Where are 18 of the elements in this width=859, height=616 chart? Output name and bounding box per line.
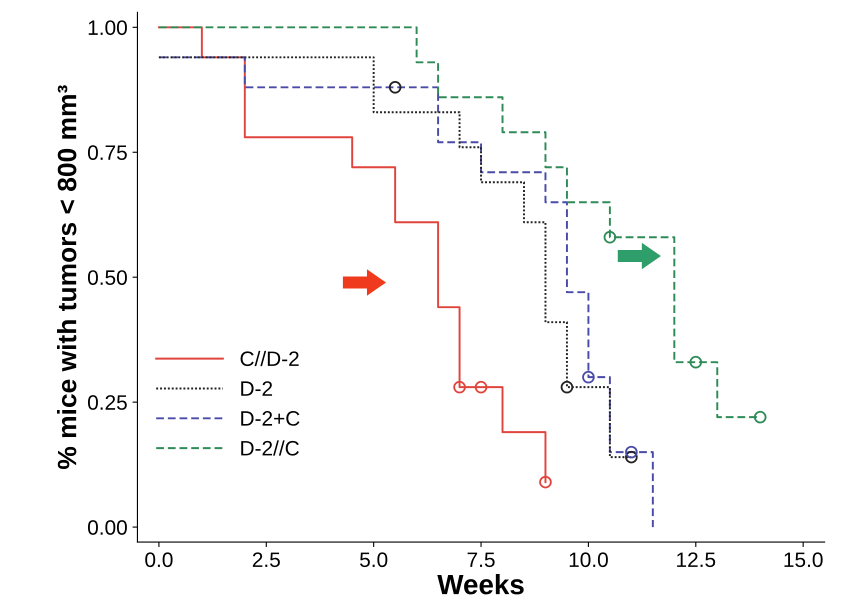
x-tick-label: 5.0 [360, 552, 388, 568]
y-tick-label: 0.50 [88, 270, 127, 285]
legend-label: D-2 [241, 381, 272, 396]
x-tick-label: 2.5 [252, 552, 280, 568]
y-tick-label: 0.00 [88, 520, 127, 535]
y-tick-label: 1.00 [88, 20, 127, 36]
x-tick-label: 15.0 [784, 552, 823, 568]
y-tick-label: 0.25 [88, 395, 127, 410]
y-axis-title: % mice with tumors < 800 mm³ [57, 85, 76, 470]
x-tick-label: 12.5 [677, 552, 716, 568]
y-tick-label: 0.75 [88, 145, 127, 160]
x-tick-label: 7.5 [468, 552, 495, 568]
x-axis-title: Weeks [437, 574, 524, 594]
x-tick-label: 10.0 [570, 552, 608, 568]
legend-label: D-2//C [241, 440, 299, 456]
x-tick-label: 0.0 [145, 552, 173, 568]
legend-label: D-2+C [241, 411, 300, 426]
legend-label: C//D-2 [240, 350, 299, 366]
